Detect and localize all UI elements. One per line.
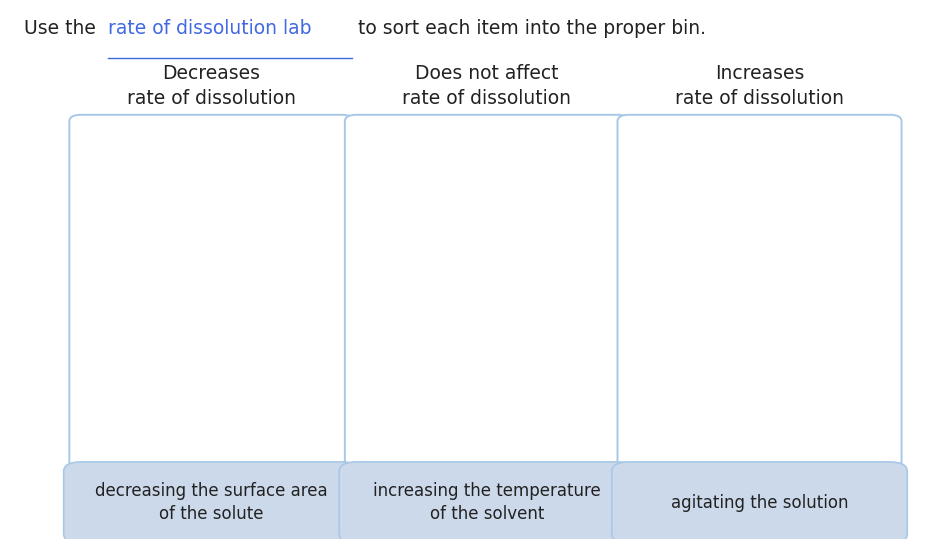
- Text: Use the: Use the: [24, 19, 102, 38]
- Text: Does not affect
rate of dissolution: Does not affect rate of dissolution: [403, 64, 571, 108]
- Text: Decreases
rate of dissolution: Decreases rate of dissolution: [127, 64, 295, 108]
- Text: to sort each item into the proper bin.: to sort each item into the proper bin.: [352, 19, 706, 38]
- FancyBboxPatch shape: [618, 115, 902, 475]
- FancyBboxPatch shape: [339, 462, 635, 539]
- FancyBboxPatch shape: [64, 462, 359, 539]
- Text: Increases
rate of dissolution: Increases rate of dissolution: [675, 64, 844, 108]
- Text: increasing the temperature
of the solvent: increasing the temperature of the solven…: [373, 482, 600, 523]
- Text: rate of dissolution lab: rate of dissolution lab: [108, 19, 312, 38]
- Text: decreasing the surface area
of the solute: decreasing the surface area of the solut…: [95, 482, 328, 523]
- FancyBboxPatch shape: [69, 115, 353, 475]
- FancyBboxPatch shape: [345, 115, 629, 475]
- Text: agitating the solution: agitating the solution: [671, 494, 848, 512]
- FancyBboxPatch shape: [612, 462, 907, 539]
